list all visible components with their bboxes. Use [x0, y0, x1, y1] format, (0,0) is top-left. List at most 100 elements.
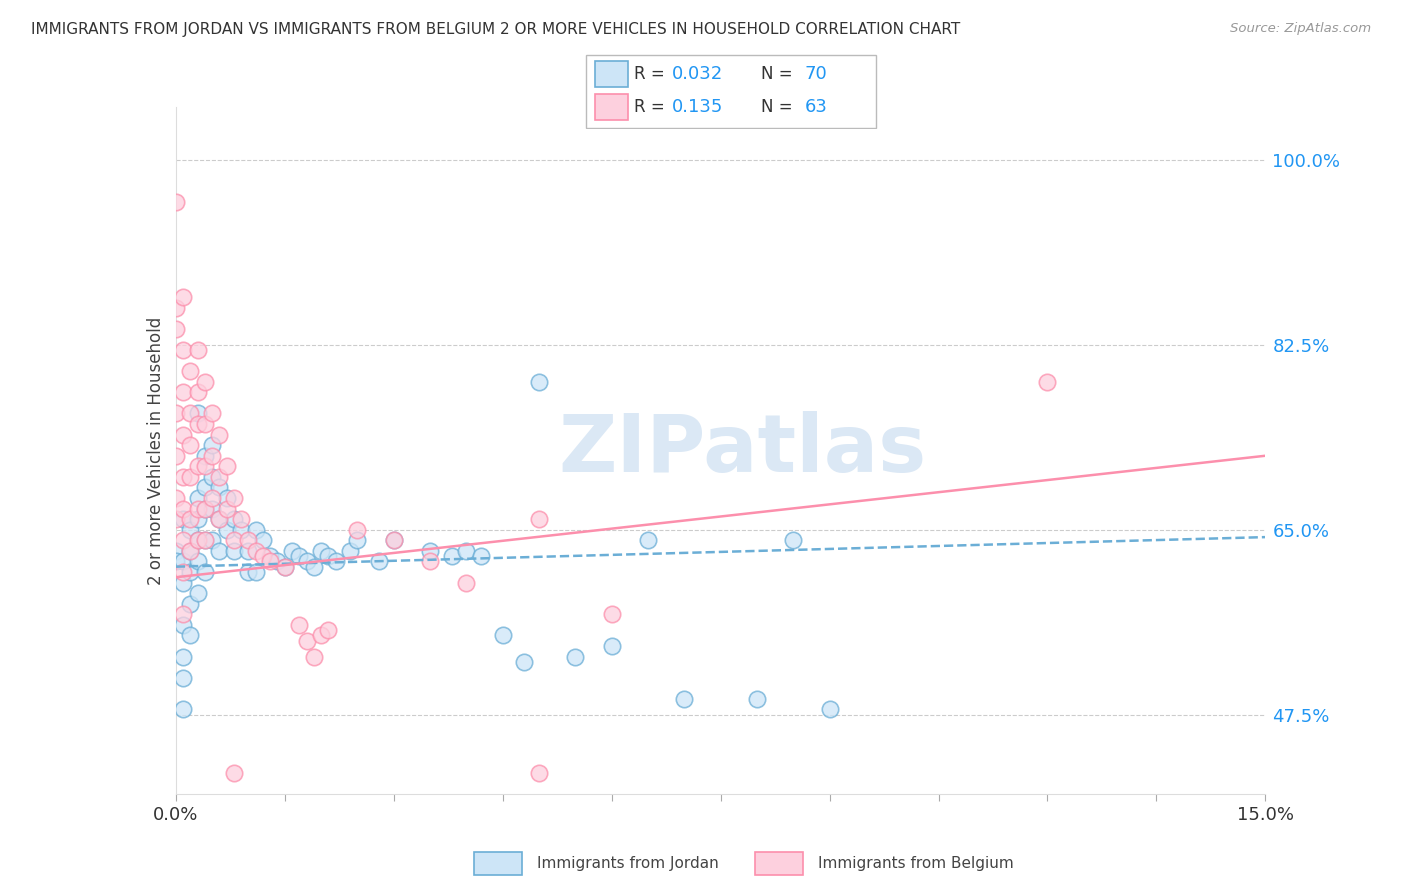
Point	[172, 649, 194, 664]
Point	[201, 407, 224, 421]
Point	[492, 628, 515, 642]
Point	[172, 470, 194, 484]
Point	[222, 544, 245, 558]
Point	[186, 417, 209, 431]
Point	[346, 533, 368, 548]
Text: R =: R =	[634, 98, 669, 116]
Point	[266, 554, 288, 568]
Text: IMMIGRANTS FROM JORDAN VS IMMIGRANTS FROM BELGIUM 2 OR MORE VEHICLES IN HOUSEHOL: IMMIGRANTS FROM JORDAN VS IMMIGRANTS FRO…	[31, 22, 960, 37]
Point	[201, 533, 224, 548]
Point	[325, 554, 347, 568]
Point	[208, 512, 231, 526]
Point	[527, 512, 550, 526]
Point	[600, 607, 623, 622]
Text: 0.135: 0.135	[672, 98, 724, 116]
Point	[238, 533, 260, 548]
Point	[745, 691, 768, 706]
Point	[186, 533, 209, 548]
Point	[295, 633, 318, 648]
Point	[419, 544, 441, 558]
Point	[179, 470, 201, 484]
Point	[281, 544, 304, 558]
Point	[201, 501, 224, 516]
Point	[346, 523, 368, 537]
Point	[274, 559, 297, 574]
Point	[782, 533, 804, 548]
Point	[419, 554, 441, 568]
Point	[382, 533, 405, 548]
Point	[208, 470, 231, 484]
Point	[673, 691, 696, 706]
Text: Immigrants from Jordan: Immigrants from Jordan	[537, 856, 718, 871]
FancyBboxPatch shape	[595, 62, 627, 87]
Text: N =: N =	[761, 65, 797, 83]
Point	[215, 459, 238, 474]
Point	[201, 438, 224, 452]
Point	[231, 512, 253, 526]
FancyBboxPatch shape	[586, 55, 876, 128]
Point	[186, 586, 209, 600]
Point	[172, 290, 194, 304]
Point	[201, 491, 224, 505]
Point	[172, 575, 194, 590]
Point	[600, 639, 623, 653]
Point	[215, 523, 238, 537]
Point	[172, 671, 194, 685]
Point	[222, 491, 245, 505]
Point	[172, 702, 194, 716]
Point	[165, 491, 187, 505]
Point	[186, 407, 209, 421]
Point	[222, 533, 245, 548]
Text: Immigrants from Belgium: Immigrants from Belgium	[818, 856, 1014, 871]
Point	[194, 533, 217, 548]
Point	[318, 623, 340, 637]
Point	[172, 501, 194, 516]
Point	[194, 417, 217, 431]
Point	[194, 501, 217, 516]
Point	[172, 533, 194, 548]
Point	[208, 544, 231, 558]
Point	[186, 512, 209, 526]
Point	[194, 501, 217, 516]
Point	[179, 565, 201, 579]
Point	[172, 343, 194, 357]
Point	[222, 512, 245, 526]
Point	[165, 554, 187, 568]
Point	[179, 512, 201, 526]
Point	[186, 501, 209, 516]
Point	[456, 575, 478, 590]
Text: N =: N =	[761, 98, 797, 116]
Text: 70: 70	[804, 65, 828, 83]
Point	[172, 385, 194, 400]
Text: 63: 63	[804, 98, 828, 116]
Point	[194, 565, 217, 579]
Point	[179, 438, 201, 452]
Point	[179, 544, 201, 558]
Point	[194, 375, 217, 389]
Point	[440, 549, 463, 563]
Text: Source: ZipAtlas.com: Source: ZipAtlas.com	[1230, 22, 1371, 36]
Point	[179, 544, 201, 558]
Point	[165, 195, 187, 210]
Point	[194, 480, 217, 494]
Point	[238, 544, 260, 558]
Point	[186, 533, 209, 548]
Point	[238, 565, 260, 579]
Point	[302, 649, 325, 664]
Point	[259, 554, 281, 568]
Point	[288, 617, 311, 632]
Point	[222, 765, 245, 780]
Point	[172, 617, 194, 632]
Point	[339, 544, 361, 558]
Point	[302, 559, 325, 574]
Point	[252, 533, 274, 548]
Point	[309, 544, 332, 558]
Point	[165, 512, 187, 526]
Point	[194, 533, 217, 548]
Text: ZIPatlas: ZIPatlas	[558, 411, 927, 490]
Point	[165, 449, 187, 463]
Point	[527, 765, 550, 780]
Point	[172, 512, 194, 526]
Point	[245, 523, 267, 537]
Point	[165, 544, 187, 558]
